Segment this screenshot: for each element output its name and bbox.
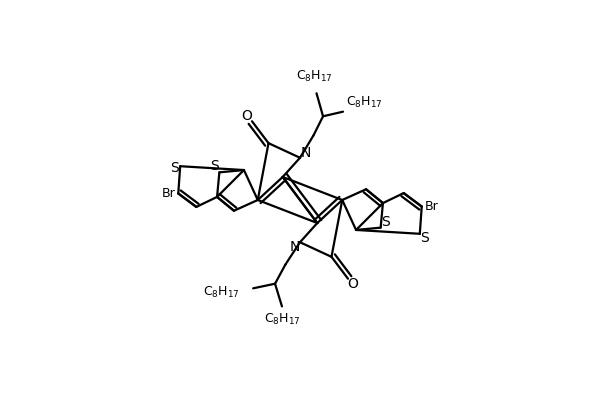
Text: S: S	[210, 159, 219, 173]
Text: S: S	[170, 161, 178, 175]
Text: O: O	[347, 277, 358, 291]
Text: N: N	[289, 240, 300, 254]
Text: Br: Br	[425, 200, 439, 213]
Text: N: N	[300, 146, 311, 160]
Text: C$_8$H$_{17}$: C$_8$H$_{17}$	[346, 94, 383, 110]
Text: S: S	[421, 231, 429, 245]
Text: C$_8$H$_{17}$: C$_8$H$_{17}$	[296, 69, 333, 84]
Text: Br: Br	[161, 187, 175, 200]
Text: C$_8$H$_{17}$: C$_8$H$_{17}$	[203, 285, 239, 300]
Text: S: S	[381, 214, 390, 228]
Text: O: O	[242, 109, 253, 123]
Text: C$_8$H$_{17}$: C$_8$H$_{17}$	[263, 312, 301, 327]
